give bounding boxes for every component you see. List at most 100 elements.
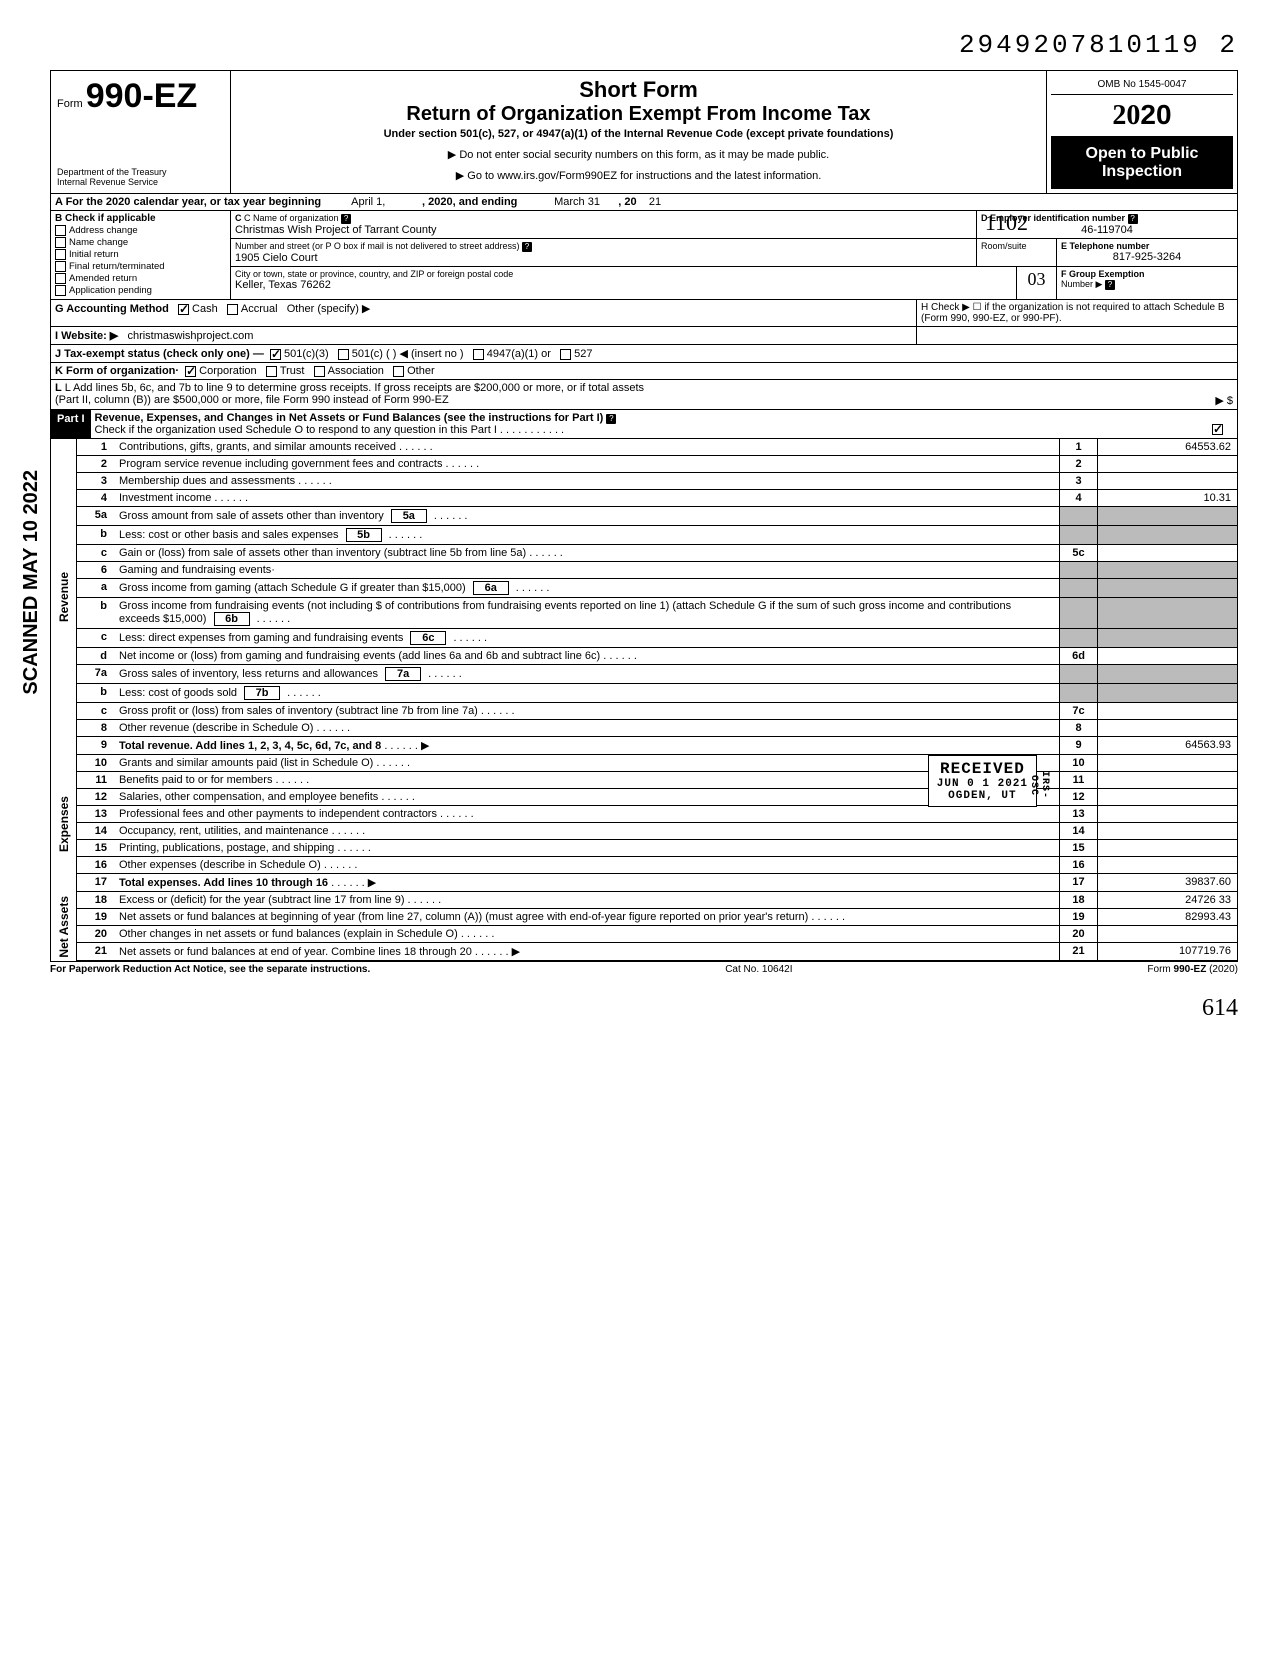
line-number: 8: [77, 720, 115, 736]
line-desc: Net assets or fund balances at end of ye…: [115, 943, 1059, 960]
line-value: 64563.93: [1097, 737, 1237, 754]
lbl-name-change: Name change: [69, 237, 128, 248]
line-k-label: K Form of organization·: [55, 365, 179, 377]
line-b: bGross income from fundraising events (n…: [77, 598, 1237, 629]
open-public-2: Inspection: [1055, 163, 1229, 181]
check-association[interactable]: [314, 366, 325, 377]
netassets-group: Net Assets 18Excess or (deficit) for the…: [50, 892, 1238, 962]
line-box: 13: [1059, 806, 1097, 822]
line-a-mid: , 2020, and ending: [422, 196, 517, 208]
title-return: Return of Organization Exempt From Incom…: [241, 103, 1036, 126]
check-final-return[interactable]: [55, 261, 66, 272]
line-number: 16: [77, 857, 115, 873]
line-number: 11: [77, 772, 115, 788]
line-number: 6: [77, 562, 115, 578]
check-501c3[interactable]: [270, 349, 281, 360]
received-l3: OGDEN, UT: [937, 790, 1028, 802]
line-10: 10Grants and similar amounts paid (list …: [77, 755, 1237, 772]
line-17: 17Total expenses. Add lines 10 through 1…: [77, 874, 1237, 892]
line-j-label: J Tax-exempt status (check only one) —: [55, 348, 264, 360]
part1-label: Part I: [51, 410, 91, 438]
help-icon[interactable]: ?: [522, 242, 532, 252]
line-6: 6Gaming and fundraising events·: [77, 562, 1237, 579]
line-2: 2Program service revenue including gover…: [77, 456, 1237, 473]
line-number: 20: [77, 926, 115, 942]
line-13: 13Professional fees and other payments t…: [77, 806, 1237, 823]
room-suite-label: Room/suite: [977, 239, 1057, 266]
line-20: 20Other changes in net assets or fund ba…: [77, 926, 1237, 943]
check-name-change[interactable]: [55, 237, 66, 248]
line-number: 15: [77, 840, 115, 856]
line-box: 16: [1059, 857, 1097, 873]
line-value: [1097, 857, 1237, 873]
help-icon[interactable]: ?: [1105, 280, 1115, 290]
line-box: 4: [1059, 490, 1097, 506]
line-desc: Other expenses (describe in Schedule O) …: [115, 857, 1059, 873]
revenue-side-label: Revenue: [57, 572, 71, 622]
handwritten-03: 03: [1017, 267, 1057, 299]
line-1: 1Contributions, gifts, grants, and simil…: [77, 439, 1237, 456]
line-box-grey: [1059, 579, 1097, 597]
received-side: IRS-OSC: [1028, 764, 1050, 806]
website: christmaswishproject.com: [127, 330, 253, 342]
expenses-side-label: Expenses: [57, 796, 71, 852]
line-desc: Less: cost or other basis and sales expe…: [115, 526, 1059, 544]
footer-right: 990-EZ: [1174, 964, 1207, 975]
netassets-side-label: Net Assets: [57, 896, 71, 958]
lbl-527: 527: [574, 348, 592, 360]
dept-line1: Department of the Treasury: [57, 167, 224, 177]
line-desc: Total revenue. Add lines 1, 2, 3, 4, 5c,…: [115, 737, 1059, 754]
line-value: 107719.76: [1097, 943, 1237, 960]
line-box-grey: [1059, 629, 1097, 647]
line-number: 12: [77, 789, 115, 805]
line-value: [1097, 926, 1237, 942]
form-header: Form 990-EZ Department of the Treasury I…: [50, 70, 1238, 194]
line-i-label: I Website: ▶: [55, 330, 118, 342]
subtitle: Under section 501(c), 527, or 4947(a)(1)…: [241, 128, 1036, 140]
line-number: 17: [77, 874, 115, 891]
line-desc: Net income or (loss) from gaming and fun…: [115, 648, 1059, 664]
help-icon[interactable]: ?: [1128, 214, 1138, 224]
line-desc: Less: cost of goods sold 7b . . . . . .: [115, 684, 1059, 702]
line-value: 24726 33: [1097, 892, 1237, 908]
scan-number: 2949207810119 2: [50, 30, 1238, 60]
check-527[interactable]: [560, 349, 571, 360]
line-box: 18: [1059, 892, 1097, 908]
check-cash[interactable]: [178, 304, 189, 315]
received-l2: JUN 0 1 2021: [937, 778, 1028, 790]
header-line2: Go to www.irs.gov/Form990EZ for instruct…: [241, 169, 1036, 182]
section-e-label: E Telephone number: [1061, 241, 1149, 251]
section-b-label: B Check if applicable: [55, 213, 226, 224]
line-number: a: [77, 579, 115, 597]
check-accrual[interactable]: [227, 304, 238, 315]
line-box-grey: [1059, 507, 1097, 525]
help-icon[interactable]: ?: [341, 214, 351, 224]
check-address-change[interactable]: [55, 225, 66, 236]
check-schedule-o[interactable]: [1212, 424, 1223, 435]
line-value: 82993.43: [1097, 909, 1237, 925]
lbl-address-change: Address change: [69, 225, 138, 236]
mid-box-7a: 7a: [385, 667, 421, 681]
line-number: 14: [77, 823, 115, 839]
check-trust[interactable]: [266, 366, 277, 377]
line-number: 5a: [77, 507, 115, 525]
check-application-pending[interactable]: [55, 285, 66, 296]
line-desc: Gross income from fundraising events (no…: [115, 598, 1059, 628]
part1-check-line: Check if the organization used Schedule …: [95, 424, 497, 436]
check-501c[interactable]: [338, 349, 349, 360]
line-val-grey: [1097, 562, 1237, 578]
check-other[interactable]: [393, 366, 404, 377]
line-gh: G Accounting Method Cash Accrual Other (…: [50, 300, 1238, 327]
line-a-prefix: A For the 2020 calendar year, or tax yea…: [55, 196, 321, 208]
check-initial-return[interactable]: [55, 249, 66, 260]
line-box: 11: [1059, 772, 1097, 788]
mid-box-6b: 6b: [214, 612, 250, 626]
addr-label: Number and street (or P O box if mail is…: [235, 241, 519, 251]
check-4947[interactable]: [473, 349, 484, 360]
check-corporation[interactable]: [185, 366, 196, 377]
help-icon[interactable]: ?: [606, 414, 616, 424]
check-amended-return[interactable]: [55, 273, 66, 284]
header-line1: Do not enter social security numbers on …: [241, 148, 1036, 161]
line-d: dNet income or (loss) from gaming and fu…: [77, 648, 1237, 665]
line-value: 39837.60: [1097, 874, 1237, 891]
